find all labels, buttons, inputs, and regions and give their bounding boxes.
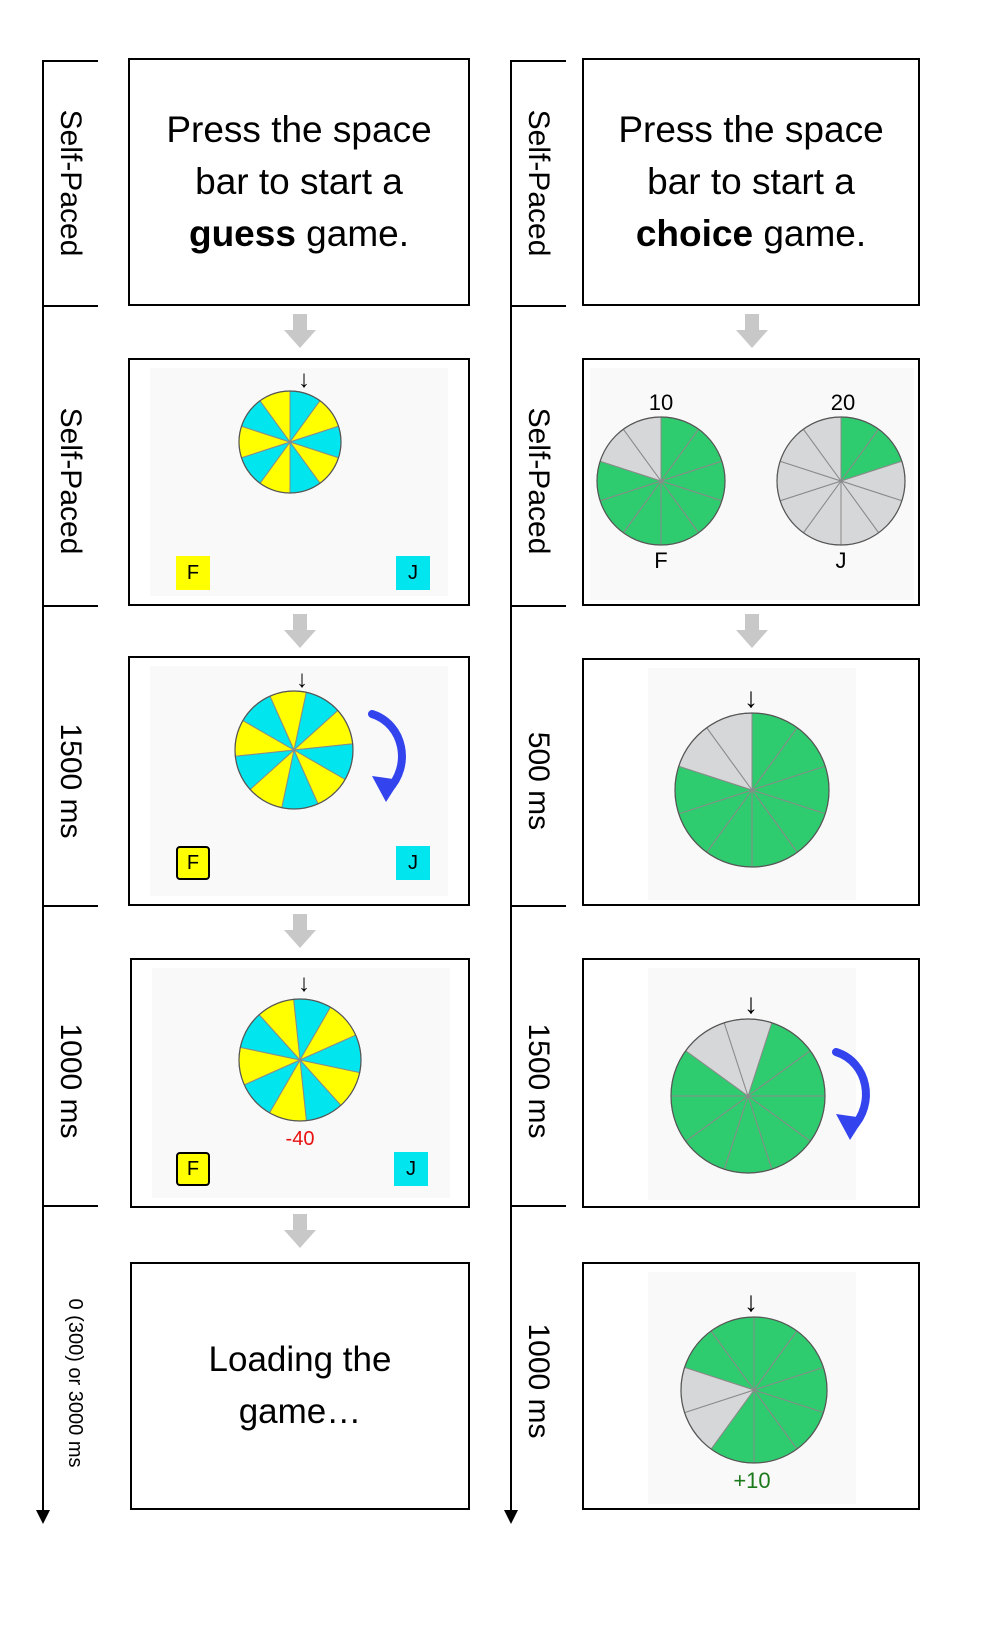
timeline-tick: [511, 905, 566, 907]
flow-down-arrow-icon: [736, 314, 768, 348]
clockwise-arrow-icon: [832, 1048, 870, 1140]
timeline-tick: [511, 60, 566, 62]
option-value: 10: [648, 390, 674, 415]
duration-label: 1500 ms: [522, 1023, 555, 1139]
instruction-line: Press the space: [166, 109, 432, 150]
guess-wheel-screen: ↓ F J: [128, 358, 470, 606]
game-type-word: guess: [188, 213, 296, 254]
timeline-tick: [511, 605, 566, 607]
choice-timeline-arrowhead: [504, 1510, 518, 1524]
guess-wheel: [234, 690, 354, 810]
choice-column: Self-Paced Self-Paced 500 ms 1500 ms 100…: [490, 0, 1000, 1625]
duration-label: Self-Paced: [54, 407, 87, 555]
guess-timeline: [42, 60, 44, 1515]
down-arrow-icon: ↓: [298, 366, 310, 393]
duration-label: 1000 ms: [54, 1023, 87, 1139]
flow-down-arrow-icon: [284, 914, 316, 948]
loading-line: Loading the: [208, 1340, 392, 1379]
chosen-wheel: [670, 1018, 826, 1174]
key-f[interactable]: F: [176, 846, 210, 880]
timeline-tick: [43, 60, 98, 62]
option-value: 20: [830, 390, 856, 415]
instruction-line: guess game.: [166, 208, 431, 260]
wheel-rim: [670, 1018, 826, 1174]
loading-line: game…: [238, 1392, 362, 1431]
guess-instruction-screen: Press the space bar to start a guess gam…: [128, 58, 470, 306]
outcome-points: +10: [733, 1468, 771, 1493]
duration-label: 1000 ms: [522, 1323, 555, 1439]
wheel-rim: [238, 390, 342, 494]
timeline-tick: [43, 1205, 98, 1207]
option-key: J: [835, 548, 847, 573]
wheel-rim: [596, 416, 726, 546]
choice-timeline: [510, 60, 512, 1515]
loading-screen: Loading the game…: [130, 1262, 470, 1510]
duration-label: Self-Paced: [54, 109, 87, 257]
guess-outcome-screen: ↓ -40 F J: [130, 958, 470, 1208]
option-wheel-j[interactable]: [776, 416, 906, 546]
clockwise-arrow-icon: [368, 710, 406, 802]
guess-timeline-arrowhead: [36, 1510, 50, 1524]
choice-instruction-screen: Press the space bar to start a choice ga…: [582, 58, 920, 306]
instruction-line: Press the space: [618, 109, 884, 150]
down-arrow-icon: ↓: [744, 1286, 758, 1317]
choice-spin-screen: ↓: [582, 958, 920, 1208]
key-j[interactable]: J: [396, 556, 430, 590]
guess-instruction-text: Press the space bar to start a guess gam…: [166, 104, 431, 260]
duration-label: Self-Paced: [522, 407, 555, 555]
key-f[interactable]: F: [176, 1152, 210, 1186]
choice-instruction-text: Press the space bar to start a choice ga…: [618, 104, 883, 260]
down-arrow-icon: ↓: [296, 666, 308, 693]
choice-options-screen: 10 F 20 J: [582, 358, 920, 606]
flow-down-arrow-icon: [284, 314, 316, 348]
down-arrow-icon: ↓: [298, 970, 310, 997]
flow-down-arrow-icon: [284, 614, 316, 648]
loading-text: Loading the game…: [209, 1334, 392, 1438]
duration-label: 1500 ms: [54, 723, 87, 839]
duration-label: 0 (300) or 3000 ms: [64, 1298, 87, 1468]
choice-outcome-screen: ↓ +10: [582, 1262, 920, 1510]
key-j[interactable]: J: [394, 1152, 428, 1186]
guess-wheel: [238, 390, 342, 494]
guess-spin-screen: ↓ F J: [128, 656, 470, 906]
duration-label: Self-Paced: [522, 109, 555, 257]
timeline-tick: [511, 1205, 566, 1207]
instruction-rest: game.: [295, 213, 410, 254]
wheel-rim: [238, 998, 362, 1122]
wheel-rim: [680, 1316, 828, 1464]
timeline-tick: [511, 305, 566, 307]
guess-wheel: [238, 998, 362, 1122]
instruction-line: bar to start a: [647, 161, 855, 202]
flow-down-arrow-icon: [284, 1214, 316, 1248]
timeline-tick: [43, 605, 98, 607]
key-f[interactable]: F: [176, 556, 210, 590]
choice-selected-screen: ↓: [582, 658, 920, 906]
wheel-rim: [776, 416, 906, 546]
timeline-tick: [43, 305, 98, 307]
down-arrow-icon: ↓: [744, 682, 758, 713]
wheel-rim: [674, 712, 830, 868]
outcome-points: -40: [285, 1128, 315, 1150]
instruction-rest: game.: [753, 213, 867, 254]
chosen-wheel: [674, 712, 830, 868]
option-key: F: [654, 548, 668, 573]
flow-down-arrow-icon: [736, 614, 768, 648]
instruction-line: bar to start a: [195, 161, 403, 202]
timeline-tick: [43, 905, 98, 907]
guess-column: Self-Paced Self-Paced 1500 ms 1000 ms 0 …: [0, 0, 490, 1625]
chosen-wheel: [680, 1316, 828, 1464]
instruction-line: choice game.: [618, 208, 883, 260]
down-arrow-icon: ↓: [744, 988, 758, 1019]
game-type-word: choice: [635, 213, 754, 254]
duration-label: 500 ms: [522, 731, 555, 831]
key-j[interactable]: J: [396, 846, 430, 880]
wheel-rim: [234, 690, 354, 810]
option-wheel-f[interactable]: [596, 416, 726, 546]
